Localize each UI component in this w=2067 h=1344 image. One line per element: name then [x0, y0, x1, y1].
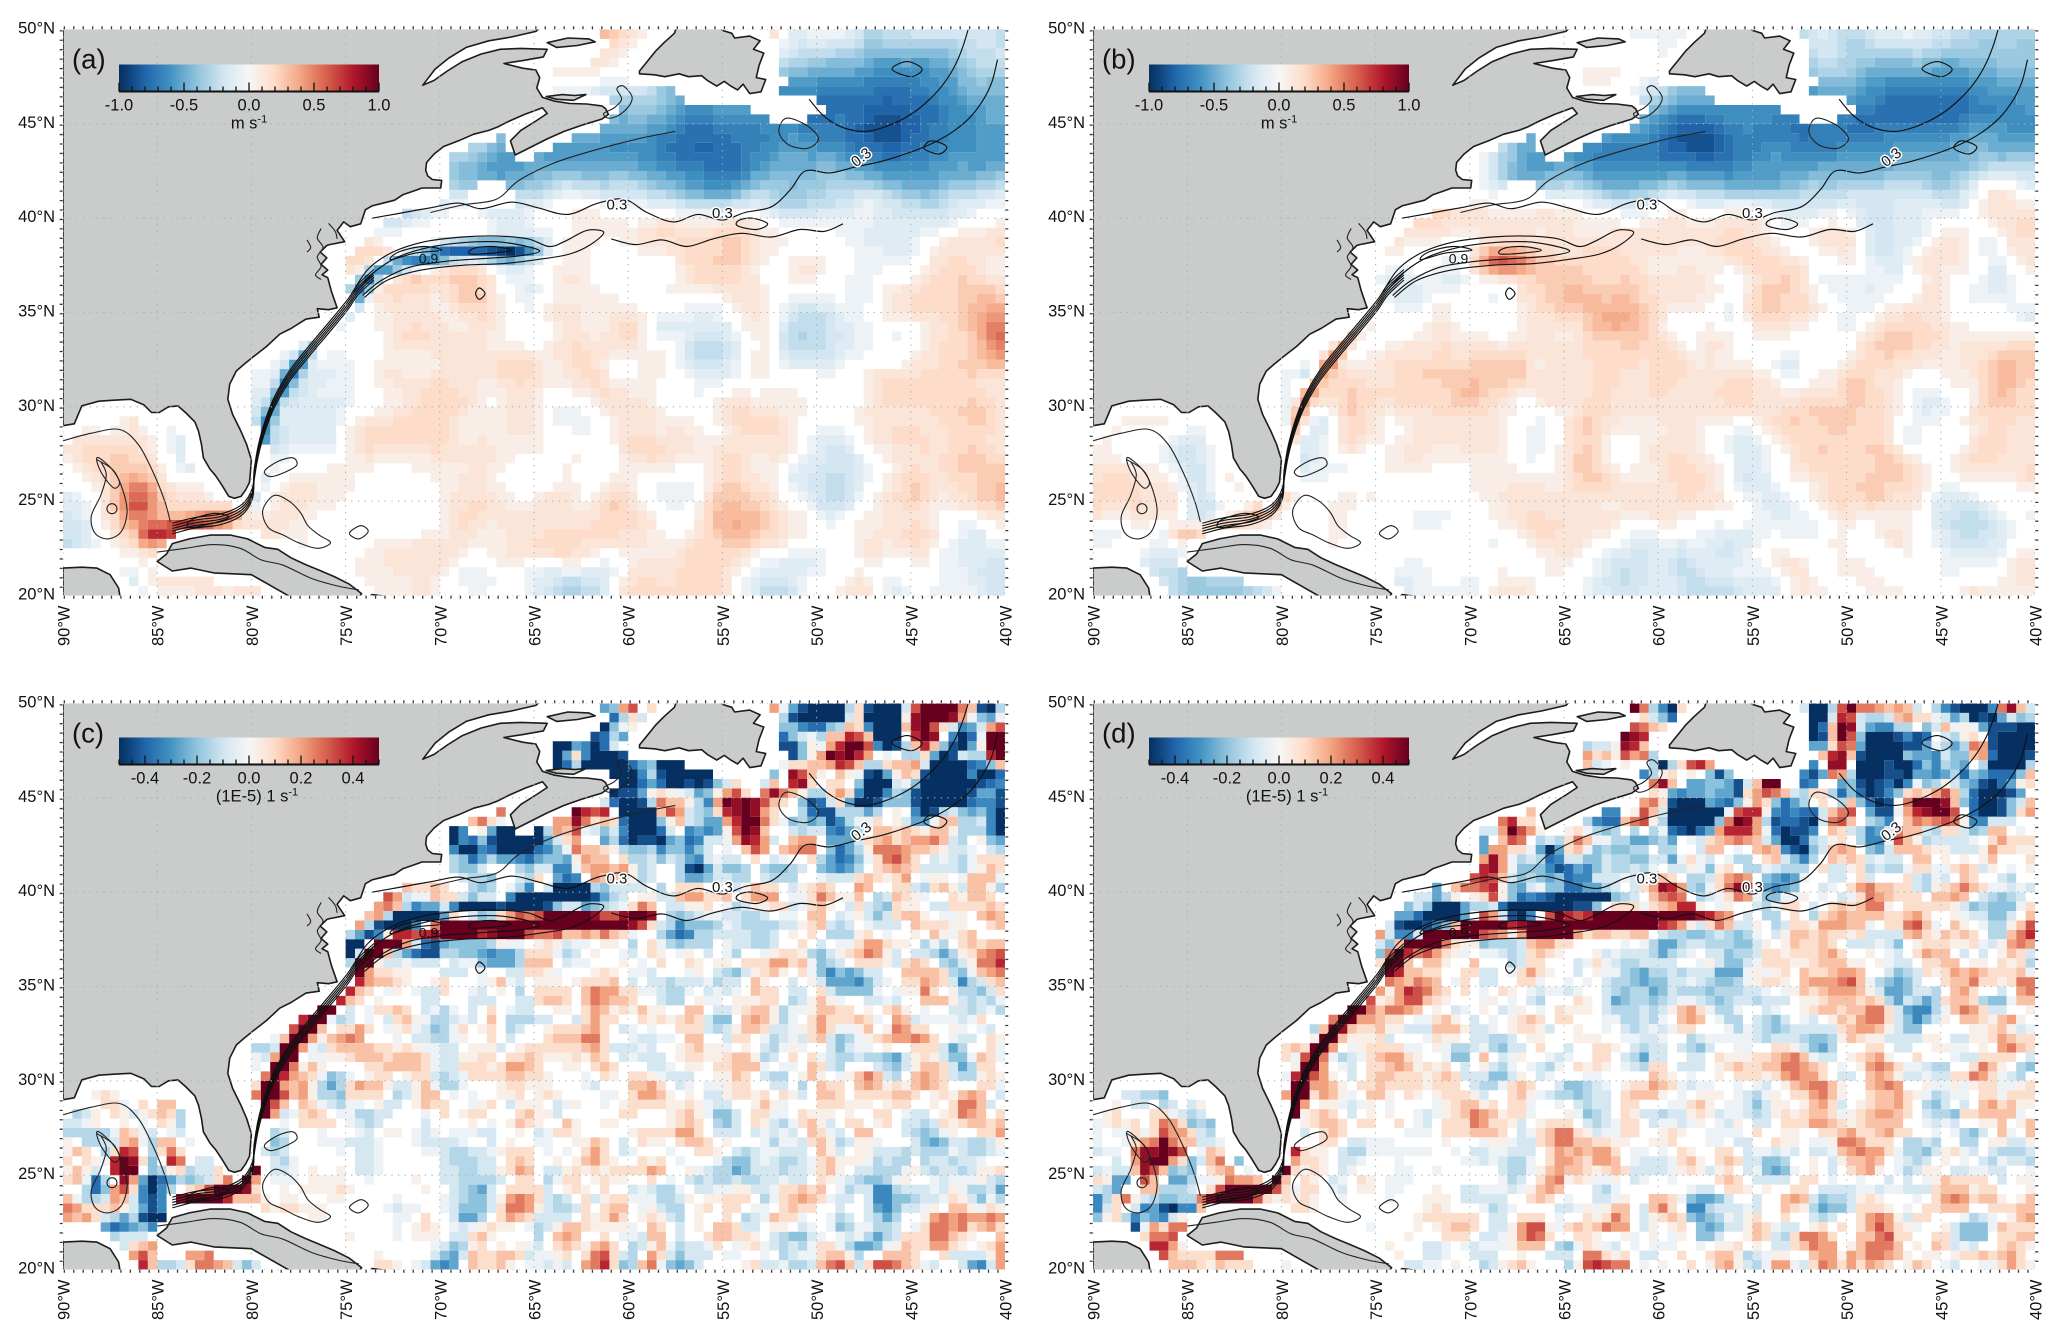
svg-text:50°N: 50°N: [1048, 694, 1085, 712]
svg-text:1.0: 1.0: [1398, 97, 1421, 115]
svg-text:45°W: 45°W: [1933, 605, 1951, 646]
svg-text:0.4: 0.4: [342, 770, 365, 788]
svg-text:0.5: 0.5: [303, 97, 326, 115]
svg-text:40°W: 40°W: [2028, 605, 2046, 646]
svg-text:45°N: 45°N: [1048, 788, 1085, 806]
svg-text:50°W: 50°W: [1839, 1279, 1857, 1320]
svg-text:(a): (a): [72, 44, 106, 75]
svg-text:65°W: 65°W: [1557, 1279, 1575, 1320]
svg-text:90°W: 90°W: [1086, 605, 1104, 646]
svg-text:30°N: 30°N: [18, 1071, 55, 1089]
svg-text:70°W: 70°W: [1462, 1279, 1480, 1320]
svg-text:75°W: 75°W: [338, 605, 356, 646]
svg-text:(1E-5) 1 s-1: (1E-5) 1 s-1: [216, 787, 298, 806]
svg-text:60°W: 60°W: [621, 1279, 639, 1320]
svg-text:40°W: 40°W: [2028, 1279, 2046, 1320]
svg-text:-1.0: -1.0: [105, 97, 133, 115]
svg-text:70°W: 70°W: [432, 1279, 450, 1320]
svg-text:50°N: 50°N: [18, 694, 55, 712]
svg-text:0.0: 0.0: [1268, 97, 1291, 115]
svg-text:65°W: 65°W: [527, 605, 545, 646]
svg-text:45°W: 45°W: [903, 605, 921, 646]
svg-text:(c): (c): [72, 718, 104, 749]
svg-text:35°N: 35°N: [18, 303, 55, 321]
svg-text:85°W: 85°W: [150, 605, 168, 646]
svg-text:35°N: 35°N: [1048, 303, 1085, 321]
svg-text:90°W: 90°W: [56, 1279, 74, 1320]
svg-text:80°W: 80°W: [244, 1279, 262, 1320]
svg-text:65°W: 65°W: [1557, 605, 1575, 646]
svg-text:(1E-5) 1 s-1: (1E-5) 1 s-1: [1246, 787, 1328, 806]
svg-text:0.2: 0.2: [1320, 770, 1343, 788]
svg-text:85°W: 85°W: [1180, 605, 1198, 646]
svg-text:60°W: 60°W: [1651, 605, 1669, 646]
svg-text:20°N: 20°N: [1048, 586, 1085, 604]
svg-text:80°W: 80°W: [1274, 1279, 1292, 1320]
svg-text:20°N: 20°N: [18, 586, 55, 604]
svg-text:75°W: 75°W: [1368, 1279, 1386, 1320]
svg-text:35°N: 35°N: [1048, 977, 1085, 995]
svg-text:55°W: 55°W: [1745, 1279, 1763, 1320]
svg-text:40°W: 40°W: [998, 605, 1016, 646]
svg-text:70°W: 70°W: [1462, 605, 1480, 646]
svg-text:-0.4: -0.4: [1161, 770, 1189, 788]
svg-text:(b): (b): [1102, 44, 1136, 75]
svg-text:45°N: 45°N: [18, 788, 55, 806]
svg-text:20°N: 20°N: [1048, 1260, 1085, 1278]
svg-text:85°W: 85°W: [1180, 1279, 1198, 1320]
svg-text:-0.2: -0.2: [1213, 770, 1241, 788]
svg-text:45°N: 45°N: [18, 114, 55, 132]
svg-text:40°W: 40°W: [998, 1279, 1016, 1320]
svg-text:25°N: 25°N: [18, 1165, 55, 1183]
svg-text:(d): (d): [1102, 718, 1136, 749]
svg-text:-0.2: -0.2: [183, 770, 211, 788]
svg-text:40°N: 40°N: [18, 208, 55, 226]
svg-text:45°N: 45°N: [1048, 114, 1085, 132]
svg-text:-0.4: -0.4: [131, 770, 159, 788]
svg-text:80°W: 80°W: [1274, 605, 1292, 646]
svg-text:50°N: 50°N: [18, 20, 55, 38]
svg-text:0.0: 0.0: [238, 770, 261, 788]
svg-text:40°N: 40°N: [1048, 882, 1085, 900]
svg-text:0.0: 0.0: [238, 97, 261, 115]
svg-text:-1.0: -1.0: [1135, 97, 1163, 115]
svg-text:50°N: 50°N: [1048, 20, 1085, 38]
svg-text:1.0: 1.0: [368, 97, 391, 115]
svg-text:55°W: 55°W: [715, 1279, 733, 1320]
svg-text:0.0: 0.0: [1268, 770, 1291, 788]
svg-text:50°W: 50°W: [1839, 605, 1857, 646]
svg-text:25°N: 25°N: [18, 491, 55, 509]
svg-text:0.4: 0.4: [1372, 770, 1395, 788]
svg-text:70°W: 70°W: [432, 605, 450, 646]
svg-text:30°N: 30°N: [1048, 1071, 1085, 1089]
svg-text:50°W: 50°W: [809, 1279, 827, 1320]
svg-text:-0.5: -0.5: [170, 97, 198, 115]
svg-text:60°W: 60°W: [1651, 1279, 1669, 1320]
svg-text:30°N: 30°N: [18, 397, 55, 415]
svg-text:45°W: 45°W: [1933, 1279, 1951, 1320]
svg-text:0.5: 0.5: [1333, 97, 1356, 115]
svg-text:55°W: 55°W: [715, 605, 733, 646]
svg-text:40°N: 40°N: [18, 882, 55, 900]
svg-text:75°W: 75°W: [338, 1279, 356, 1320]
svg-text:25°N: 25°N: [1048, 1165, 1085, 1183]
svg-text:55°W: 55°W: [1745, 605, 1763, 646]
svg-text:90°W: 90°W: [56, 605, 74, 646]
svg-text:75°W: 75°W: [1368, 605, 1386, 646]
svg-text:30°N: 30°N: [1048, 397, 1085, 415]
svg-text:-0.5: -0.5: [1200, 97, 1228, 115]
svg-text:40°N: 40°N: [1048, 208, 1085, 226]
svg-text:25°N: 25°N: [1048, 491, 1085, 509]
svg-text:90°W: 90°W: [1086, 1279, 1104, 1320]
svg-text:45°W: 45°W: [903, 1279, 921, 1320]
svg-text:35°N: 35°N: [18, 977, 55, 995]
svg-text:65°W: 65°W: [527, 1279, 545, 1320]
svg-text:85°W: 85°W: [150, 1279, 168, 1320]
svg-text:50°W: 50°W: [809, 605, 827, 646]
svg-text:20°N: 20°N: [18, 1260, 55, 1278]
svg-text:60°W: 60°W: [621, 605, 639, 646]
svg-text:80°W: 80°W: [244, 605, 262, 646]
svg-text:0.2: 0.2: [290, 770, 313, 788]
